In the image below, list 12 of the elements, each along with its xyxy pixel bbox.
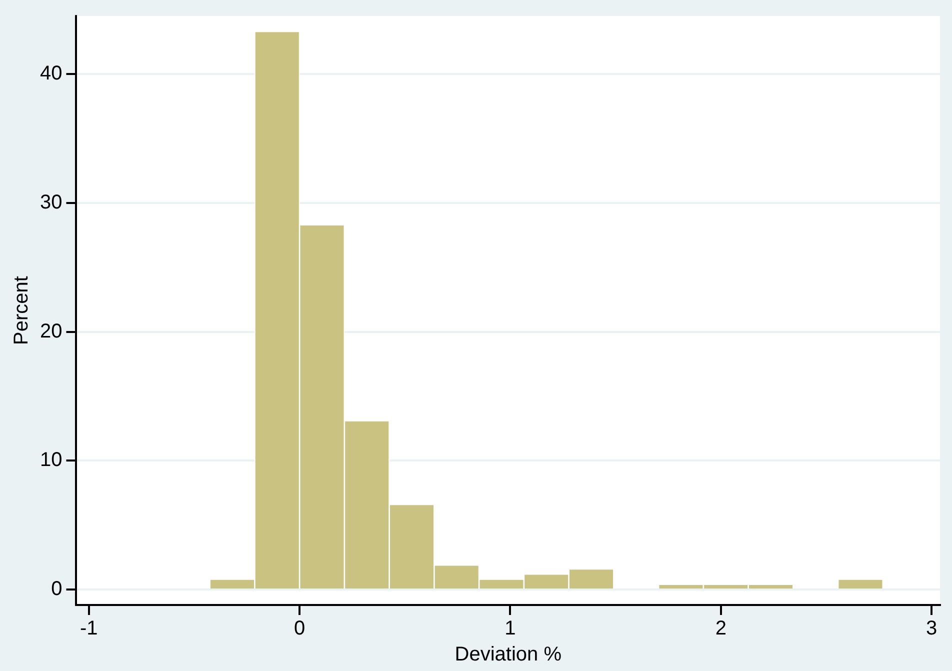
- x-tick-label: 2: [715, 618, 726, 640]
- x-tick-label: 1: [504, 618, 516, 640]
- x-tick-label: -1: [80, 618, 98, 640]
- y-tick-label: 20: [40, 320, 62, 342]
- y-tick-label: 30: [40, 191, 62, 214]
- x-tick-label: 3: [926, 618, 938, 640]
- y-axis-title: Percent: [10, 276, 33, 345]
- x-tick-label: 0: [294, 618, 306, 640]
- y-tick-label: 0: [51, 578, 62, 600]
- x-axis-title: Deviation %: [454, 644, 562, 666]
- y-tick-label: 40: [40, 62, 62, 85]
- y-tick-label: 10: [40, 449, 62, 472]
